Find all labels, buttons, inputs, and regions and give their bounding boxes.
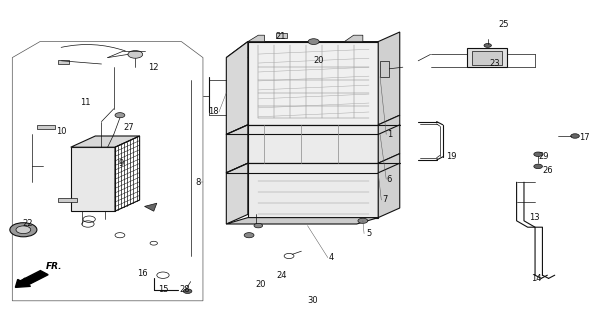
Text: 14: 14 <box>531 274 542 283</box>
Bar <box>71 147 115 211</box>
Polygon shape <box>226 42 248 134</box>
Polygon shape <box>226 42 378 58</box>
Circle shape <box>16 226 31 234</box>
Circle shape <box>128 51 143 58</box>
Text: 9: 9 <box>119 159 124 168</box>
Text: 12: 12 <box>148 63 158 72</box>
Circle shape <box>484 44 491 47</box>
Circle shape <box>244 233 254 238</box>
Text: 8: 8 <box>196 178 201 187</box>
Text: FR.: FR. <box>46 262 63 271</box>
Bar <box>58 198 77 202</box>
Polygon shape <box>248 35 264 42</box>
FancyArrow shape <box>15 271 48 287</box>
Bar <box>380 61 389 77</box>
Polygon shape <box>248 42 378 125</box>
Text: 27: 27 <box>123 124 133 132</box>
Circle shape <box>254 223 263 228</box>
Text: 16: 16 <box>138 269 148 278</box>
Text: 7: 7 <box>383 196 388 204</box>
Text: 6: 6 <box>386 175 392 184</box>
Text: 26: 26 <box>542 166 553 175</box>
Circle shape <box>183 289 192 293</box>
Polygon shape <box>248 163 378 218</box>
Circle shape <box>534 164 542 169</box>
Circle shape <box>115 113 125 118</box>
Text: 19: 19 <box>446 152 457 161</box>
Circle shape <box>358 218 368 223</box>
Circle shape <box>10 223 37 237</box>
Text: 11: 11 <box>81 98 91 107</box>
Text: 1: 1 <box>387 130 393 139</box>
Circle shape <box>534 152 542 156</box>
Text: 15: 15 <box>158 285 169 294</box>
Polygon shape <box>248 125 378 163</box>
Bar <box>467 48 507 67</box>
Polygon shape <box>226 163 248 224</box>
Polygon shape <box>344 35 363 42</box>
Text: 30: 30 <box>308 296 318 305</box>
Bar <box>58 60 69 64</box>
Text: 20: 20 <box>314 56 324 65</box>
Text: 22: 22 <box>22 220 33 228</box>
Polygon shape <box>378 32 400 125</box>
Polygon shape <box>378 115 400 163</box>
Polygon shape <box>71 136 140 147</box>
Text: 17: 17 <box>579 133 590 142</box>
Circle shape <box>308 39 319 44</box>
Polygon shape <box>145 203 157 211</box>
Text: 29: 29 <box>539 152 549 161</box>
Circle shape <box>571 134 579 138</box>
Text: 21: 21 <box>276 32 286 41</box>
Text: 23: 23 <box>489 60 499 68</box>
Text: 24: 24 <box>277 271 287 280</box>
Bar <box>37 125 55 129</box>
Bar <box>472 51 502 65</box>
Polygon shape <box>226 218 378 224</box>
Polygon shape <box>378 154 400 218</box>
Text: 18: 18 <box>208 108 219 116</box>
Text: 5: 5 <box>366 229 371 238</box>
Bar <box>276 33 287 38</box>
Text: 25: 25 <box>498 20 509 29</box>
Text: 4: 4 <box>329 253 335 262</box>
Text: 20: 20 <box>255 280 266 289</box>
Polygon shape <box>226 125 248 173</box>
Text: 28: 28 <box>180 285 190 294</box>
Text: 10: 10 <box>57 127 67 136</box>
Text: 13: 13 <box>529 213 539 222</box>
